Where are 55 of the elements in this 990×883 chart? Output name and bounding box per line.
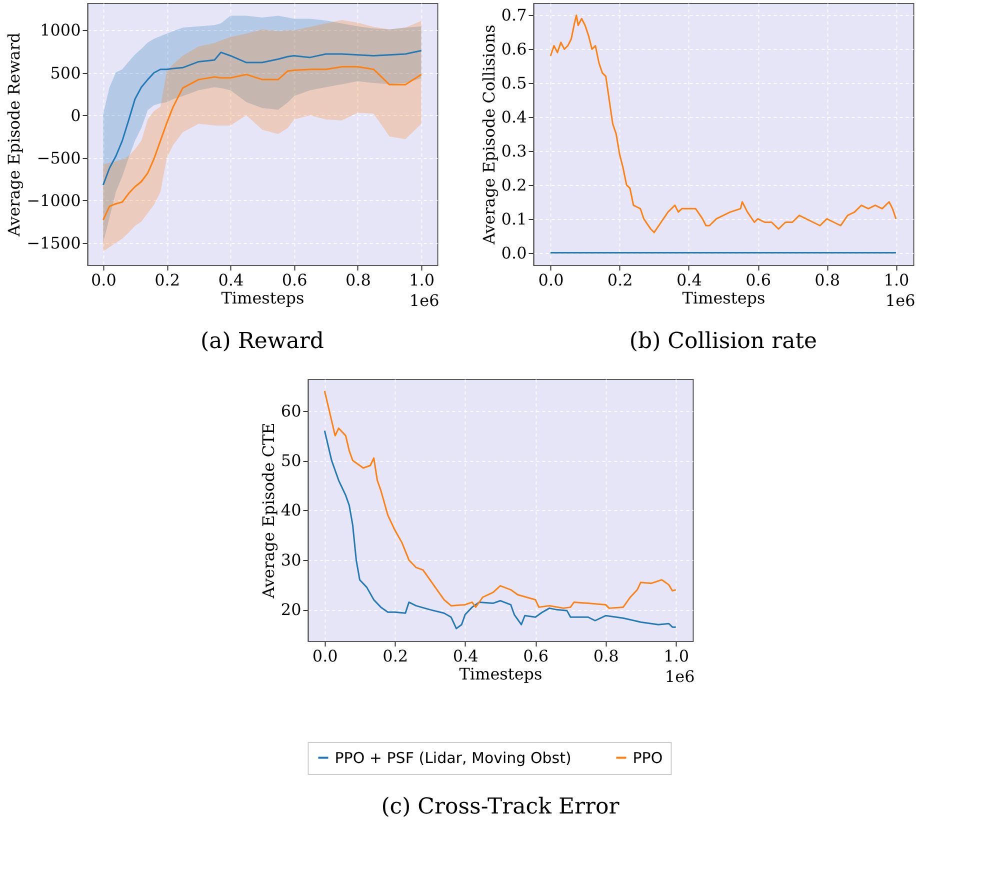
y-tick-label: 0.6 (501, 40, 527, 59)
legend-label: PPO (632, 748, 663, 767)
x-tick-label: 0.8 (345, 270, 371, 290)
x-tick-label: 0.2 (382, 646, 408, 666)
line-series (324, 390, 677, 609)
x-tick-label: 0.6 (746, 270, 772, 290)
y-tick-label: 0.4 (501, 108, 527, 127)
y-tick-label: 50 (280, 451, 302, 470)
y-tick-label: 0 (70, 106, 81, 125)
x-axis-title: Timesteps (459, 664, 542, 684)
x-tick-label: 0.0 (538, 270, 564, 290)
x-tick-label: 0.4 (452, 646, 478, 666)
y-tick-label: 0.3 (501, 141, 527, 160)
text: 1e6 (664, 667, 695, 686)
y-tick-label: 60 (280, 401, 302, 420)
x-tick-label: 0.2 (154, 270, 180, 290)
y-tick-label: −1500 (26, 233, 81, 252)
x-tick-label: 0.4 (218, 270, 244, 290)
text: (c) Cross-Track Error (381, 794, 620, 820)
y-tick-label: 0.5 (501, 74, 527, 93)
x-axis-title: Timesteps (682, 288, 766, 308)
y-tick-label: −500 (36, 148, 81, 168)
y-tick-label: −1000 (26, 190, 81, 210)
x-tick-label: 0.0 (312, 646, 338, 666)
y-tick-label: 30 (280, 550, 302, 570)
y-tick-label: 0.7 (501, 6, 527, 25)
x-tick-label: 1.0 (884, 270, 910, 290)
y-tick-label: 1000 (40, 20, 81, 40)
x-tick-label: 0.2 (607, 270, 633, 290)
text: (b) Collision rate (629, 329, 818, 354)
y-axis-title: Average Episode CTE (258, 422, 278, 600)
text: (a) Reward (200, 329, 324, 354)
y-axis-title: Average Episode Collisions (479, 24, 498, 246)
text: 1e6 (885, 291, 916, 310)
y-tick-label: 20 (280, 600, 302, 620)
x-tick-label: 1.0 (409, 270, 435, 290)
y-tick-label: 500 (50, 63, 81, 82)
x-axis-title: Timesteps (221, 288, 304, 308)
line-series (102, 50, 422, 186)
y-tick-label: 0.1 (501, 209, 527, 228)
x-tick-label: 0.0 (90, 270, 116, 290)
x-tick-label: 0.8 (814, 270, 840, 290)
x-tick-label: 0.4 (676, 270, 702, 290)
line-series (102, 66, 422, 221)
y-tick-label: 0.2 (501, 175, 527, 194)
y-tick-label: 0.0 (501, 243, 527, 262)
y-axis-title: Average Episode Reward (4, 32, 24, 238)
text: 1e6 (409, 291, 440, 310)
x-tick-label: 0.6 (523, 646, 549, 666)
line-series (324, 430, 677, 630)
x-tick-label: 0.8 (593, 646, 619, 666)
x-tick-label: 1.0 (664, 646, 690, 666)
y-tick-label: 40 (280, 500, 302, 520)
line-series (550, 14, 897, 234)
legend-label: PPO + PSF (Lidar, Moving Obst) (334, 748, 572, 767)
